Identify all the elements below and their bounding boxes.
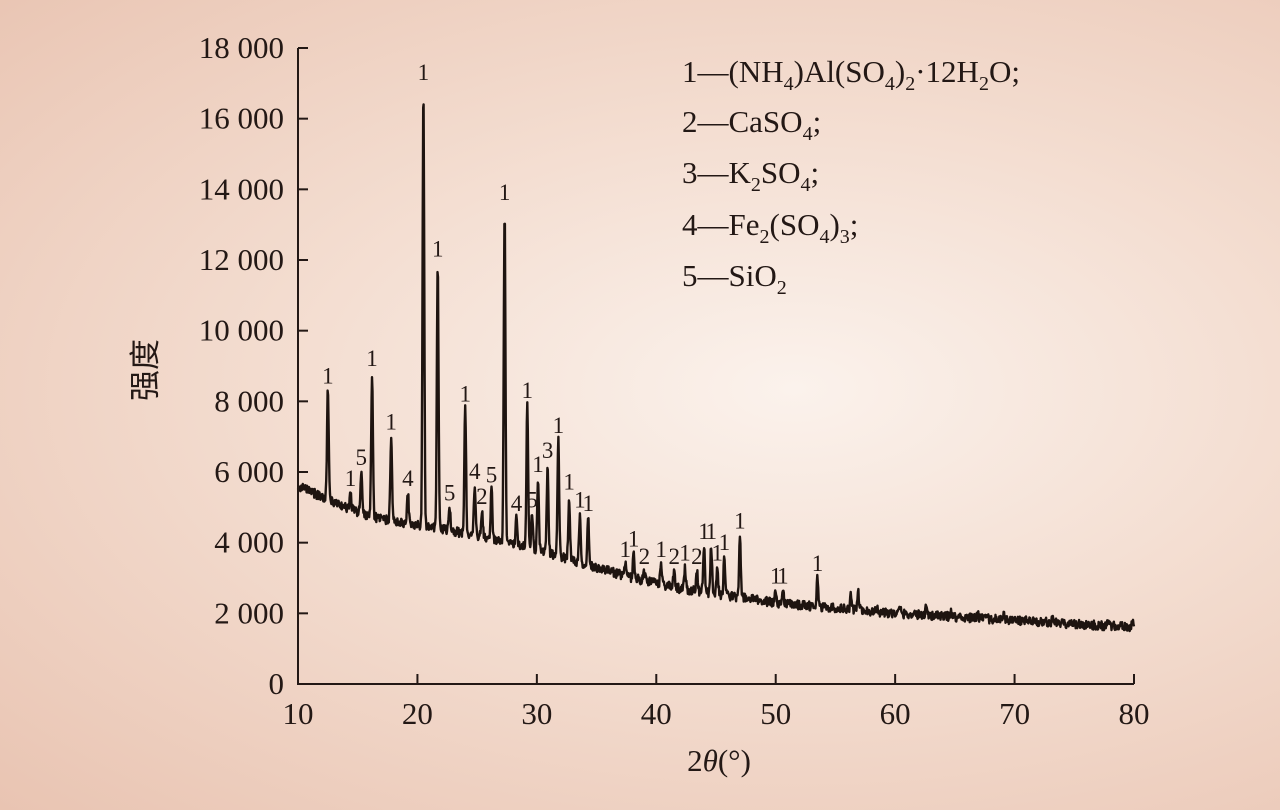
peak-label: 1 [499, 180, 511, 205]
peak-label: 4 [511, 491, 523, 516]
peak-label: 1 [777, 563, 789, 588]
x-axis-title: 2θ(°) [687, 743, 751, 778]
x-axis-ticks: 10 20 30 40 50 60 70 80 [283, 674, 1150, 731]
peak-label: 4 [402, 466, 414, 491]
peak-label: 1 [679, 540, 691, 565]
legend-item-2: 2—CaSO4; [682, 104, 821, 145]
peak-label: 1 [628, 526, 640, 551]
peak-label: 1 [698, 519, 710, 544]
legend-item-1: 1—(NH4)Al(SO4)2·12H2O; [682, 54, 1020, 95]
peak-label: 1 [770, 563, 782, 588]
peak-label: 1 [734, 509, 746, 534]
y-tick-label: 14 000 [199, 171, 284, 206]
peak-label: 1 [418, 60, 430, 85]
peak-label: 1 [655, 537, 667, 562]
legend-item-3: 3—K2SO4; [682, 155, 819, 196]
x-tick-label: 80 [1119, 696, 1150, 731]
peak-label: 1 [812, 551, 824, 576]
y-axis-title: 强度 [128, 339, 163, 401]
peak-label: 1 [385, 410, 397, 435]
y-tick-label: 8 000 [214, 383, 284, 418]
x-tick-label: 50 [760, 696, 791, 731]
peak-label: 1 [459, 381, 471, 406]
y-tick-label: 4 000 [214, 525, 284, 560]
axes [297, 48, 1134, 685]
peak-label: 1 [345, 466, 357, 491]
peak-label: 1 [553, 413, 565, 438]
peak-label: 3 [542, 438, 554, 463]
peak-label: 1 [522, 378, 534, 403]
peak-label: 2 [691, 544, 703, 569]
x-tick-label: 70 [999, 696, 1030, 731]
peak-label: 1 [582, 491, 594, 516]
peak-label: 1 [705, 519, 717, 544]
peak-label: 1 [366, 346, 378, 371]
y-tick-label: 2 000 [214, 595, 284, 630]
peak-label: 1 [574, 487, 586, 512]
y-tick-label: 16 000 [199, 101, 284, 136]
peak-label: 2 [639, 544, 651, 569]
x-tick-label: 30 [521, 696, 552, 731]
peak-label: 5 [444, 480, 456, 505]
peak-label: 5 [356, 445, 368, 470]
y-tick-label: 18 000 [199, 30, 284, 65]
x-tick-label: 20 [402, 696, 433, 731]
xrd-pattern-line [296, 103, 1136, 633]
peak-label: 1 [432, 237, 444, 262]
y-tick-label: 12 000 [199, 242, 284, 277]
peak-label: 1 [532, 452, 544, 477]
peak-label: 1 [619, 537, 631, 562]
peak-label: 2 [476, 484, 488, 509]
y-tick-label: 6 000 [214, 454, 284, 489]
peak-label: 5 [526, 487, 538, 512]
x-tick-label: 60 [880, 696, 911, 731]
peak-label: 1 [563, 470, 575, 495]
peak-label: 1 [322, 364, 334, 389]
legend-item-5: 5—SiO2 [682, 258, 787, 299]
peak-label: 1 [711, 540, 723, 565]
legend: 1—(NH4)Al(SO4)2·12H2O; 2—CaSO4; 3—K2SO4;… [682, 54, 1020, 299]
y-tick-label: 0 [269, 666, 285, 701]
peak-label: 1 [719, 530, 731, 555]
peak-label: 2 [668, 544, 680, 569]
peak-label: 4 [469, 459, 481, 484]
legend-item-4: 4—Fe2(SO4)3; [682, 207, 858, 248]
y-axis-ticks: 0 2 000 4 000 6 000 8 000 10 000 12 000 14 000 1… [199, 30, 308, 701]
peak-label: 5 [486, 463, 498, 488]
plot-area [296, 103, 1136, 633]
x-tick-label: 10 [283, 696, 314, 731]
x-tick-label: 40 [641, 696, 672, 731]
y-tick-label: 10 000 [199, 313, 284, 348]
